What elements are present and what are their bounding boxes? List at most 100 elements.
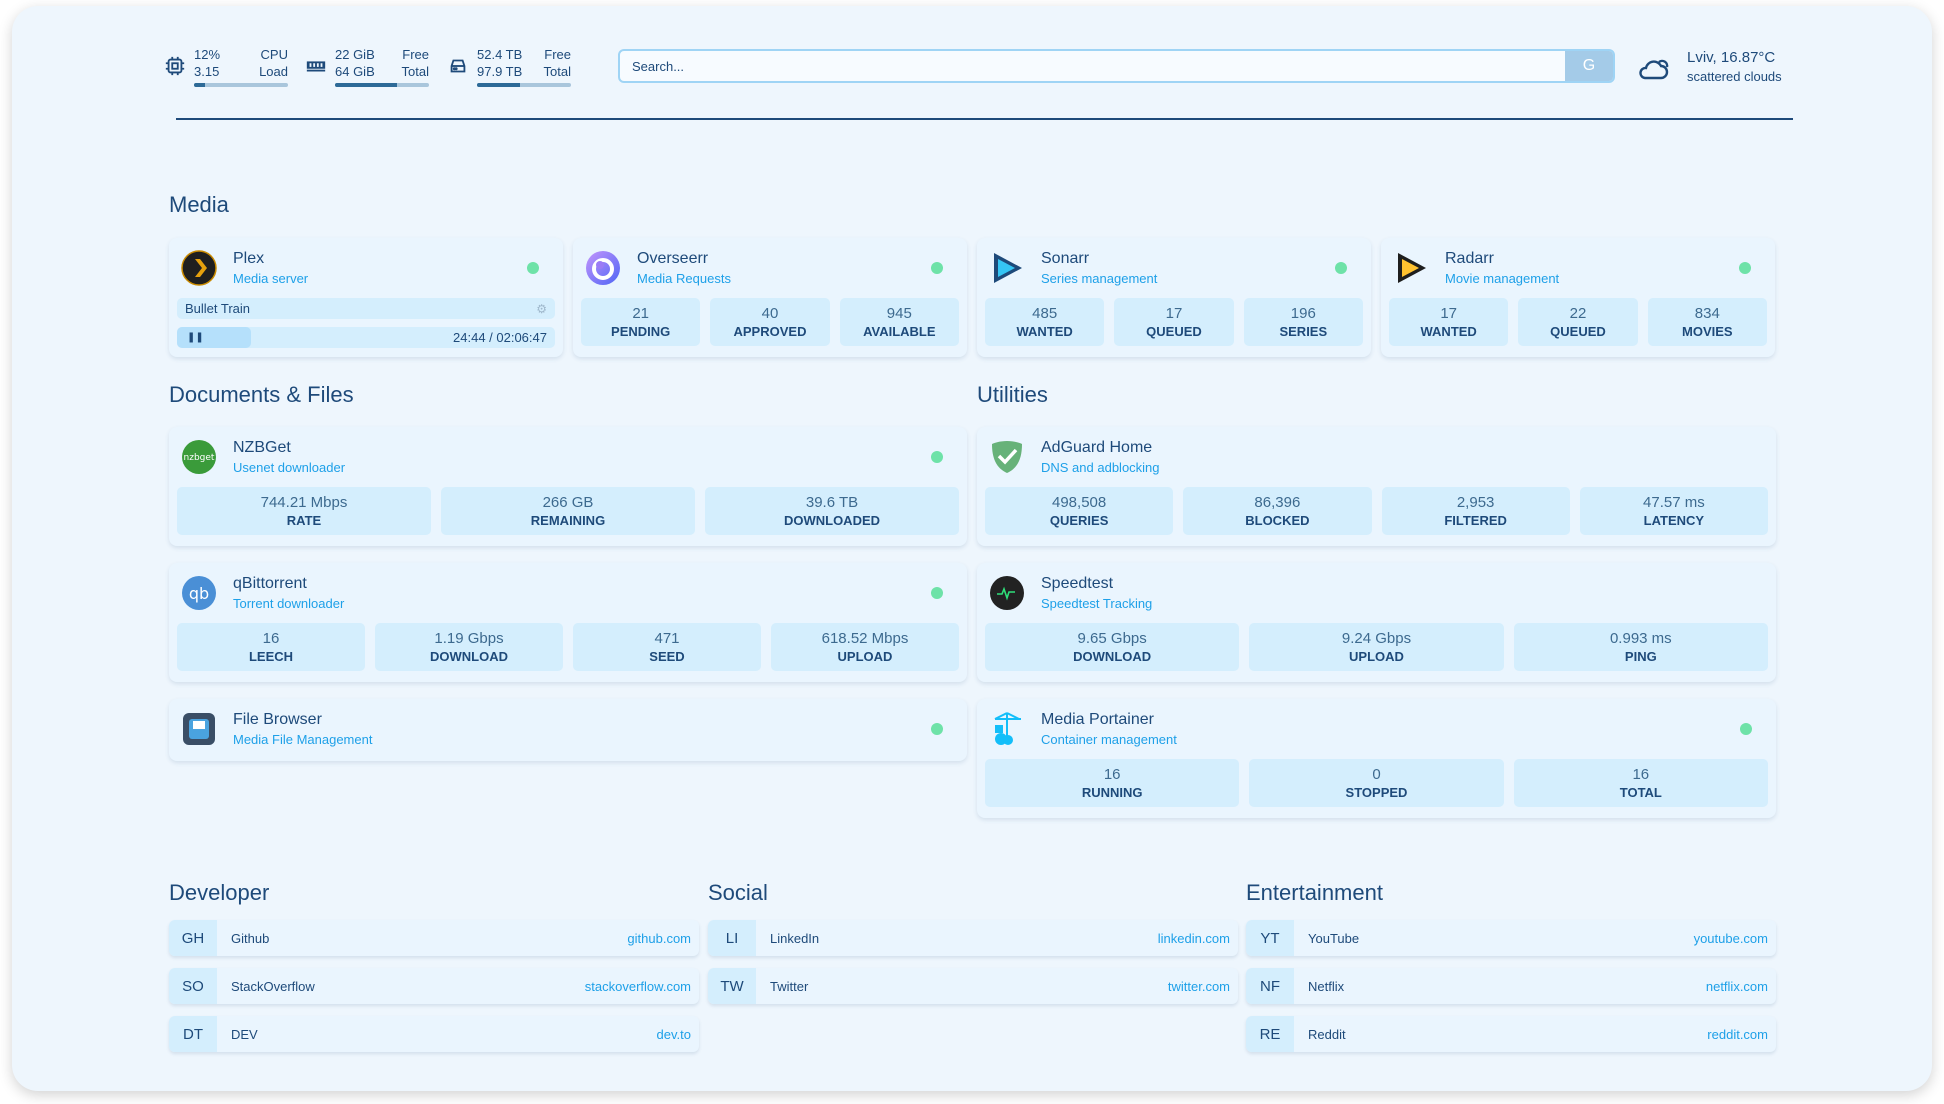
link-netflix[interactable]: NF Netflix netflix.com — [1246, 968, 1776, 1004]
search-provider-button[interactable]: G — [1565, 51, 1613, 81]
cpu-widget: 12% CPU 3.15 Load — [164, 46, 288, 87]
stat-value: 266 GB — [542, 494, 594, 511]
link-url[interactable]: reddit.com — [1707, 1026, 1768, 1042]
service-name[interactable]: Overseerr — [637, 250, 709, 267]
link-abbreviation: RE — [1246, 1016, 1294, 1052]
service-description: Series management — [1041, 271, 1158, 286]
playback-progress[interactable]: ❚❚ 24:44 / 02:06:47 — [177, 327, 555, 348]
stat-value: 618.52 Mbps — [821, 630, 909, 647]
service-name[interactable]: Plex — [233, 250, 265, 267]
stat-running: 16 RUNNING — [985, 759, 1240, 807]
stat-value: 9.65 Gbps — [1077, 630, 1147, 647]
stat-blocked: 86,396 BLOCKED — [1183, 487, 1372, 535]
service-card-radarr[interactable]: Radarr Movie management 17 WANTED 22 QUEUED 83… — [1381, 238, 1775, 357]
service-card-qbittorrent[interactable]: qb qBittorrent Torrent downloader 16 LEECH 1.… — [169, 563, 967, 682]
stat-label: AVAILABLE — [863, 324, 936, 339]
service-card-adguard-home[interactable]: AdGuard Home DNS and adblocking 498,508 QUE… — [977, 427, 1776, 546]
service-name[interactable]: Radarr — [1445, 250, 1494, 267]
stat-stopped: 0 STOPPED — [1249, 759, 1504, 807]
card-title-block: Overseerr Media Requests — [637, 250, 731, 286]
disk-free: 52.4 TB — [477, 47, 523, 62]
entertainment-links: YT YouTube youtube.com NF Netflix netflix.com… — [1246, 920, 1776, 1064]
settings-icon[interactable]: ⚙ — [536, 301, 547, 316]
service-card-overseerr[interactable]: Overseerr Media Requests 21 PENDING 40 APPROV… — [573, 238, 967, 357]
link-dev[interactable]: DT DEV dev.to — [169, 1016, 699, 1052]
service-name[interactable]: File Browser — [233, 711, 322, 728]
service-name[interactable]: NZBGet — [233, 439, 291, 456]
nzbget-logo-icon: nzbget — [181, 439, 217, 475]
link-twitter[interactable]: TW Twitter twitter.com — [708, 968, 1238, 1004]
stats-row: 17 WANTED 22 QUEUED 834 MOVIES — [1389, 298, 1767, 346]
stat-label: UPLOAD — [1349, 649, 1404, 664]
disk-total-label: Total — [543, 64, 571, 79]
link-abbreviation: SO — [169, 968, 217, 1004]
link-url[interactable]: stackoverflow.com — [584, 978, 691, 994]
stat-label: SERIES — [1279, 324, 1328, 339]
stat-label: LEECH — [248, 649, 294, 664]
status-dot — [931, 262, 943, 274]
cpu-usage: 12% — [194, 47, 221, 62]
stat-label: TOTAL — [1619, 785, 1662, 800]
link-url[interactable]: dev.to — [656, 1026, 691, 1042]
pause-icon[interactable]: ❚❚ — [187, 332, 204, 343]
link-name: DEV — [231, 1026, 258, 1042]
service-card-plex[interactable]: Plex Media server Bullet Train ⚙ ❚❚ 24:44 / 0… — [169, 238, 563, 357]
stat-value: 39.6 TB — [805, 494, 859, 511]
link-reddit[interactable]: RE Reddit reddit.com — [1246, 1016, 1776, 1052]
weather-condition: scattered clouds — [1687, 69, 1782, 84]
link-youtube[interactable]: YT YouTube youtube.com — [1246, 920, 1776, 956]
card-header: Media Portainer Container management — [985, 707, 1768, 751]
file-browser-logo-icon — [181, 711, 217, 747]
card-header: nzbget NZBGet Usenet downloader — [177, 435, 959, 479]
link-url[interactable]: twitter.com — [1167, 978, 1230, 994]
stat-latency: 47.57 ms LATENCY — [1579, 487, 1768, 535]
search-input[interactable] — [620, 51, 1565, 81]
service-card-sonarr[interactable]: Sonarr Series management 485 WANTED 17 QUEUED… — [977, 238, 1371, 357]
stat-value: 471 — [654, 630, 680, 647]
disk-bar-fill — [477, 83, 521, 87]
stat-value: 945 — [886, 305, 912, 322]
stat-queries: 498,508 QUERIES — [985, 487, 1174, 535]
stat-value: 485 — [1032, 305, 1058, 322]
service-card-speedtest[interactable]: Speedtest Speedtest Tracking 9.65 Gbps DOWN… — [977, 563, 1776, 682]
status-dot — [1739, 262, 1751, 274]
link-url[interactable]: github.com — [627, 930, 691, 946]
disk-free-label: Free — [544, 47, 571, 62]
link-url[interactable]: youtube.com — [1693, 930, 1768, 946]
card-title-block: Speedtest Speedtest Tracking — [1041, 575, 1152, 611]
stat-remaining: 266 GB REMAINING — [441, 487, 695, 535]
stats-row: 16 LEECH 1.19 Gbps DOWNLOAD 471 SEED 618.52 Mb… — [177, 623, 959, 671]
link-url[interactable]: linkedin.com — [1157, 930, 1230, 946]
stat-label: DOWNLOADED — [783, 513, 881, 528]
plex-logo-icon — [181, 250, 217, 286]
disk-bar — [477, 83, 571, 87]
service-description: Speedtest Tracking — [1041, 596, 1153, 611]
link-url[interactable]: netflix.com — [1705, 978, 1768, 994]
search-box: G — [618, 49, 1615, 83]
service-card-file-browser[interactable]: File Browser Media File Management — [169, 699, 967, 761]
stat-value: 9.24 Gbps — [1341, 630, 1412, 647]
service-name[interactable]: AdGuard Home — [1041, 439, 1153, 456]
stat-wanted: 485 WANTED — [985, 298, 1105, 346]
service-card-nzbget[interactable]: nzbget NZBGet Usenet downloader 744.21 Mbps… — [169, 427, 967, 546]
link-stackoverflow[interactable]: SO StackOverflow stackoverflow.com — [169, 968, 699, 1004]
stat-seed: 471 SEED — [573, 623, 761, 671]
stat-value: 40 — [761, 305, 779, 322]
service-name[interactable]: Sonarr — [1041, 250, 1090, 267]
stat-value: 744.21 Mbps — [260, 494, 348, 511]
stat-label: RATE — [286, 513, 322, 528]
service-name[interactable]: Media Portainer — [1041, 711, 1154, 728]
stat-queued: 22 QUEUED — [1518, 298, 1638, 346]
stat-leech: 16 LEECH — [177, 623, 365, 671]
stat-value: 16 — [1103, 766, 1121, 783]
stat-pending: 21 PENDING — [581, 298, 701, 346]
service-name[interactable]: Speedtest — [1041, 575, 1114, 592]
link-abbreviation: YT — [1246, 920, 1294, 956]
service-name[interactable]: qBittorrent — [233, 575, 307, 592]
media-portainer-logo-icon — [989, 711, 1025, 747]
link-github[interactable]: GH Github github.com — [169, 920, 699, 956]
stat-value: 0 — [1372, 766, 1381, 783]
stat-label: QUEUED — [1146, 324, 1202, 339]
link-linkedin[interactable]: LI LinkedIn linkedin.com — [708, 920, 1238, 956]
service-card-media-portainer[interactable]: Media Portainer Container management 16 RUN… — [977, 699, 1776, 818]
